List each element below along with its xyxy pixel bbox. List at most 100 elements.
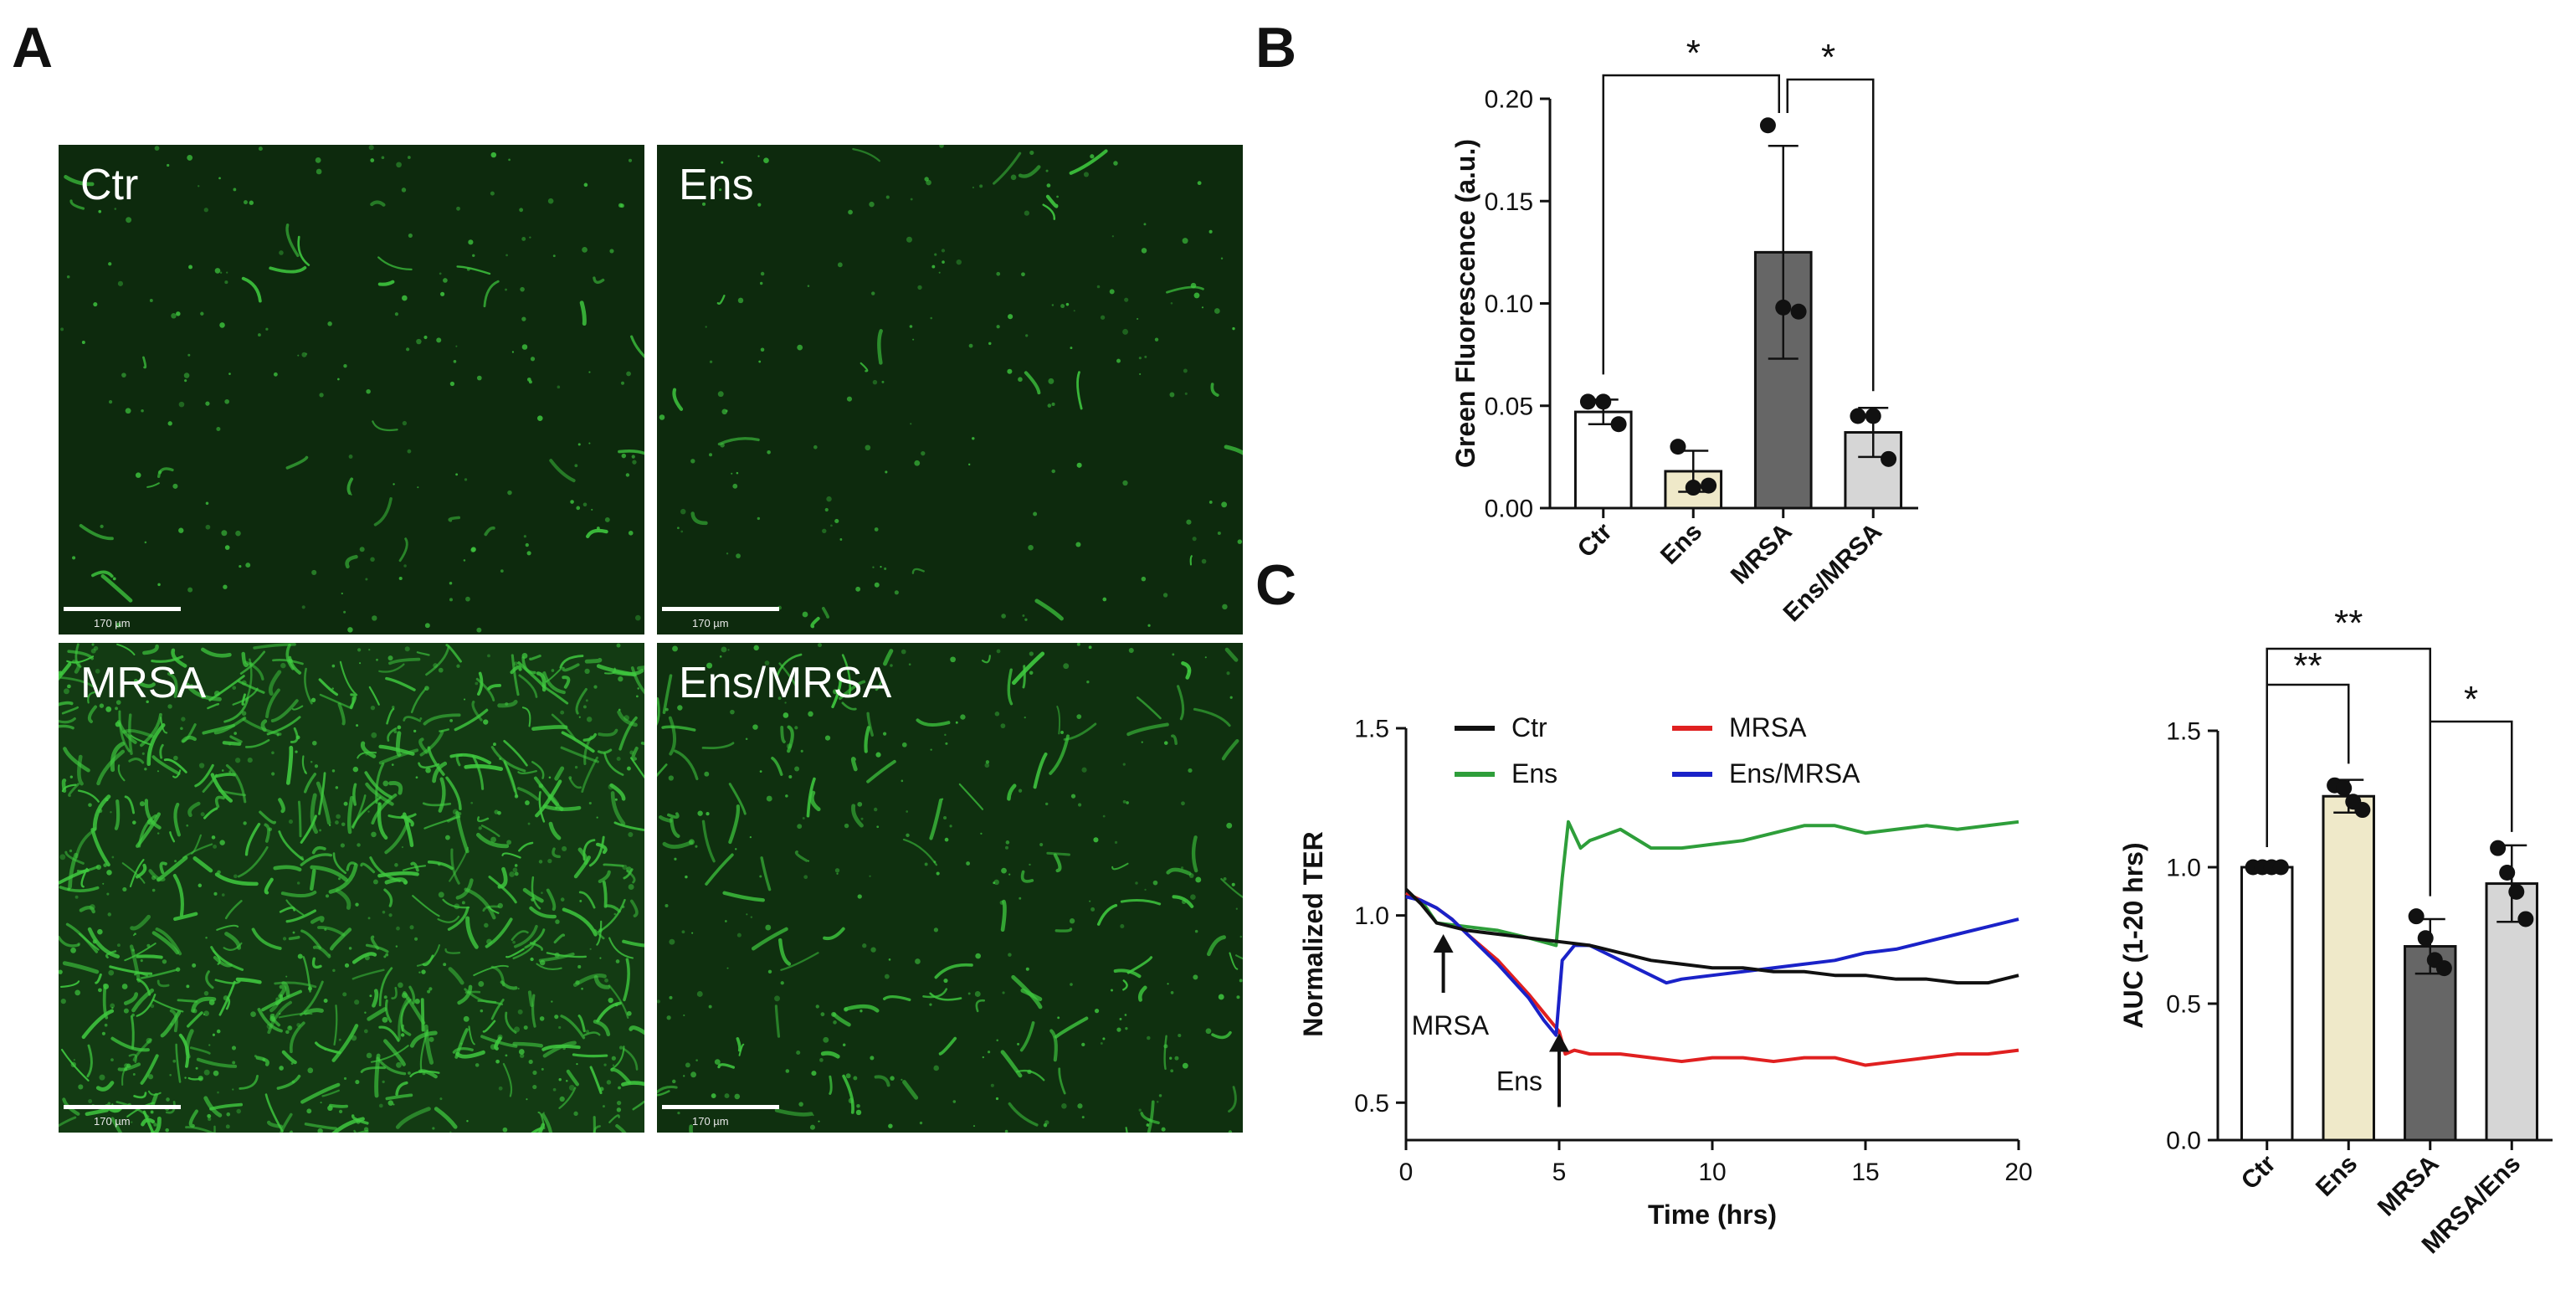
speck <box>1146 1123 1150 1127</box>
speck <box>536 415 543 421</box>
speck <box>621 453 627 459</box>
speck <box>166 1097 170 1102</box>
speck <box>921 450 926 456</box>
speck <box>1110 989 1113 992</box>
scale-bar <box>662 1105 779 1109</box>
speck <box>523 535 526 538</box>
speck <box>403 564 407 568</box>
speck <box>758 360 762 363</box>
speck <box>111 1006 114 1010</box>
filament <box>288 935 300 941</box>
speck <box>338 877 341 881</box>
filament <box>241 693 246 706</box>
filament <box>422 802 452 807</box>
speck <box>150 1110 154 1114</box>
data-point <box>1790 303 1807 320</box>
speck <box>394 863 398 867</box>
filament <box>810 616 820 629</box>
fluorescence-image <box>657 643 1243 1133</box>
filament <box>59 717 76 724</box>
x-tick-label: Ctr <box>1573 517 1618 563</box>
filament <box>146 722 166 767</box>
filament <box>210 773 233 803</box>
speck <box>342 992 347 997</box>
speck <box>941 249 946 253</box>
filament <box>1126 722 1169 737</box>
y-tick-label: 0.5 <box>1354 1090 1389 1117</box>
speck <box>381 156 385 160</box>
data-point <box>1850 408 1866 424</box>
speck <box>628 158 633 162</box>
speck <box>1001 614 1006 619</box>
speck <box>367 917 371 920</box>
speck <box>205 401 210 406</box>
filament <box>512 940 536 960</box>
speck <box>855 1109 862 1116</box>
filament <box>110 1036 150 1052</box>
speck <box>495 1059 500 1064</box>
speck <box>408 233 413 238</box>
speck <box>401 845 403 849</box>
speck <box>439 1097 443 1101</box>
speck <box>614 798 618 801</box>
speck <box>1208 229 1213 234</box>
data-point <box>1685 480 1701 496</box>
filament <box>412 895 440 917</box>
speck <box>972 1125 976 1128</box>
filament <box>121 1066 129 1087</box>
filament <box>150 1116 162 1133</box>
filament <box>318 678 339 696</box>
filament <box>124 943 157 962</box>
filament <box>310 916 325 924</box>
filament <box>850 757 858 772</box>
filament <box>1193 707 1231 727</box>
speck <box>803 875 808 880</box>
speck <box>449 1131 452 1133</box>
speck <box>1113 161 1118 166</box>
speck <box>414 937 418 941</box>
speck <box>149 299 153 302</box>
filament <box>1058 1067 1066 1095</box>
speck <box>59 854 66 861</box>
speck <box>239 565 242 568</box>
filament <box>59 724 74 730</box>
filament <box>668 716 677 756</box>
speck <box>547 198 554 204</box>
speck <box>577 443 581 446</box>
filament <box>512 1041 544 1048</box>
filament <box>375 762 385 804</box>
speck <box>802 817 805 819</box>
filament <box>455 1050 485 1059</box>
speck <box>112 577 116 581</box>
scale-bar <box>64 1105 181 1109</box>
filament <box>59 676 94 688</box>
speck <box>1195 876 1202 883</box>
speck <box>221 893 225 897</box>
filament <box>202 773 218 794</box>
speck <box>934 253 937 256</box>
speck <box>521 316 526 321</box>
speck <box>117 280 124 286</box>
micrograph-label: Ens/MRSA <box>679 659 892 707</box>
filament <box>151 755 181 776</box>
speck <box>912 338 915 341</box>
speck <box>108 262 112 266</box>
speck <box>232 1061 236 1065</box>
filament <box>303 773 317 794</box>
speck <box>376 658 378 661</box>
filament <box>142 1110 155 1133</box>
filament <box>80 867 88 888</box>
speck <box>714 1059 721 1066</box>
speck <box>757 516 761 521</box>
filament <box>214 773 236 778</box>
filament <box>345 554 358 569</box>
speck <box>115 700 121 705</box>
filament <box>398 537 408 563</box>
filament <box>549 459 576 483</box>
speck <box>994 712 1000 717</box>
significance-c: ***** <box>2266 603 2513 897</box>
speck <box>207 1113 212 1118</box>
filament <box>328 863 358 894</box>
filament <box>410 687 427 714</box>
